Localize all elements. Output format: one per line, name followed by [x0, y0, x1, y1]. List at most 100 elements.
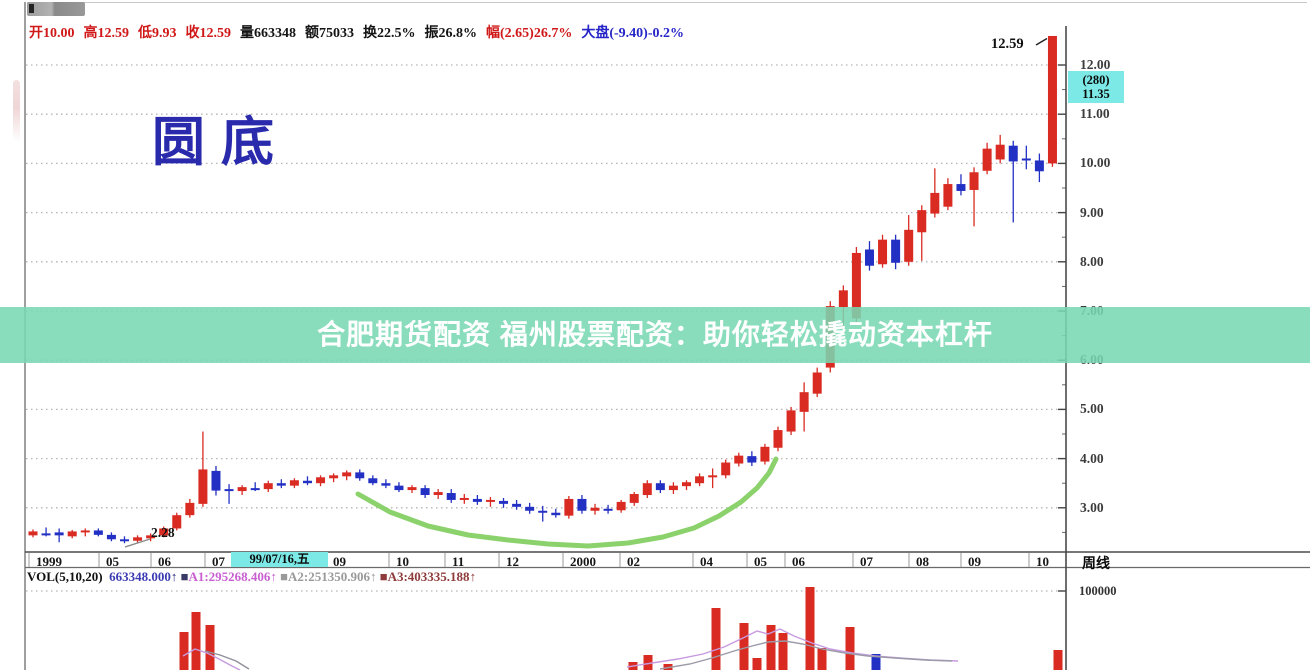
candle-body	[642, 483, 652, 496]
candle-body	[786, 410, 796, 432]
candle-body	[472, 498, 482, 502]
quote-field: 高12.59	[83, 26, 130, 41]
volume-bar	[191, 612, 201, 670]
volume-indicator-field: A2:251350.906	[288, 569, 370, 584]
period-label[interactable]: 周线	[1082, 557, 1110, 572]
volume-scale-label: 100000	[1079, 584, 1117, 598]
candle-body	[1021, 158, 1031, 161]
candle-body	[342, 472, 352, 477]
volume-bar	[1053, 650, 1063, 670]
ad-banner-text: 合肥期货配资 福州股票配资：助你轻松撬动资本杠杆	[317, 319, 993, 350]
date-highlight-box[interactable]: 99/07/16,五	[231, 552, 328, 567]
volume-bar	[711, 608, 721, 670]
candle-body	[851, 252, 861, 319]
ad-banner[interactable]: 合肥期货配资 福州股票配资：助你轻松撬动资本杠杆	[0, 307, 1310, 363]
candle-body	[1008, 145, 1018, 162]
low-price-callout: 2.28	[151, 525, 175, 540]
candle-body	[289, 480, 299, 486]
candle-body	[708, 475, 718, 478]
candle-body	[355, 472, 365, 479]
candle-body	[499, 500, 509, 504]
candle-body	[80, 530, 90, 533]
candle-body	[995, 144, 1005, 160]
candle-body	[760, 446, 770, 462]
candle-body	[838, 290, 848, 308]
current-price-box: (280) 11.35	[1068, 71, 1124, 103]
volume-indicator-field: A1:295268.406	[188, 569, 271, 584]
candle-body	[551, 512, 561, 516]
quote-field: 开10.00	[29, 26, 75, 41]
volume-indicator-field: ↑	[469, 569, 477, 584]
candle-body	[864, 249, 874, 266]
candle-body	[276, 483, 286, 486]
volume-indicator-field: ■	[180, 569, 189, 584]
candle-body	[512, 503, 522, 507]
candle-body	[237, 487, 247, 492]
price-box-count: (280)	[1082, 73, 1110, 87]
candle-body	[302, 480, 312, 484]
round-bottom-arc	[355, 456, 779, 549]
candle-body	[917, 210, 927, 233]
candle-body	[525, 506, 535, 511]
volume-bar	[643, 655, 653, 670]
stock-name-icon	[29, 4, 34, 13]
candle-body	[747, 456, 757, 463]
candle-body	[459, 497, 469, 500]
candle-body	[812, 372, 822, 394]
candle-body	[41, 533, 51, 536]
candle-body	[433, 492, 443, 496]
candle-body	[1034, 160, 1044, 172]
candle-body	[485, 499, 495, 502]
candle-body	[316, 477, 326, 484]
candle-body	[28, 531, 38, 536]
quote-field: 低9.93	[138, 26, 177, 41]
candle-body	[943, 184, 953, 207]
volume-indicator-field: ■	[379, 569, 388, 584]
high-callout-line	[1035, 37, 1048, 46]
candle-body	[616, 501, 626, 511]
candle-body	[930, 192, 940, 214]
price-box-value: 11.35	[1082, 87, 1110, 101]
candle-body	[198, 469, 208, 504]
volume-bar	[179, 632, 189, 670]
candle-body	[878, 239, 888, 265]
candle-body	[407, 487, 417, 491]
volume-bar	[817, 648, 827, 670]
candle-body	[224, 489, 234, 492]
volume-bar	[778, 633, 788, 670]
candle-body	[159, 528, 169, 536]
candle-body	[773, 430, 783, 448]
candle-body	[969, 172, 979, 190]
candle-body	[655, 483, 665, 491]
volume-bar	[766, 625, 776, 670]
high-price-callout: 12.59	[991, 36, 1024, 52]
volume-indicator-field: A3:403335.188	[387, 569, 470, 584]
quote-field: 幅(2.65)26.7%	[486, 26, 573, 41]
candle-body	[420, 488, 430, 496]
volume-ma-line	[626, 628, 959, 668]
candle-body	[682, 482, 691, 487]
low-callout-line	[124, 538, 151, 548]
volume-bar	[205, 625, 215, 670]
candle-body	[734, 455, 744, 464]
candle-body	[54, 532, 64, 536]
volume-indicator-field: VOL(5,10,20)	[27, 569, 110, 584]
candle-body	[891, 239, 901, 263]
candle-body	[564, 498, 574, 516]
quote-field: 额75033	[305, 26, 354, 41]
quote-info-bar: 开10.00 高12.59 低9.93 收12.59 量663348 额75033 换22.…	[29, 22, 684, 42]
volume-indicator-field: ↑	[270, 569, 281, 584]
candle-body	[799, 392, 809, 412]
candle-body	[603, 508, 613, 511]
candle-body	[982, 148, 992, 171]
candle-body	[133, 537, 143, 541]
candle-body	[329, 475, 339, 479]
candle-body	[368, 478, 378, 484]
masked-stock-name	[27, 2, 85, 16]
candle-body	[538, 510, 548, 513]
quote-field: 换22.5%	[363, 26, 416, 41]
quote-field: 振26.8%	[424, 26, 478, 41]
volume-bar	[739, 623, 749, 670]
candle-body	[250, 488, 260, 491]
